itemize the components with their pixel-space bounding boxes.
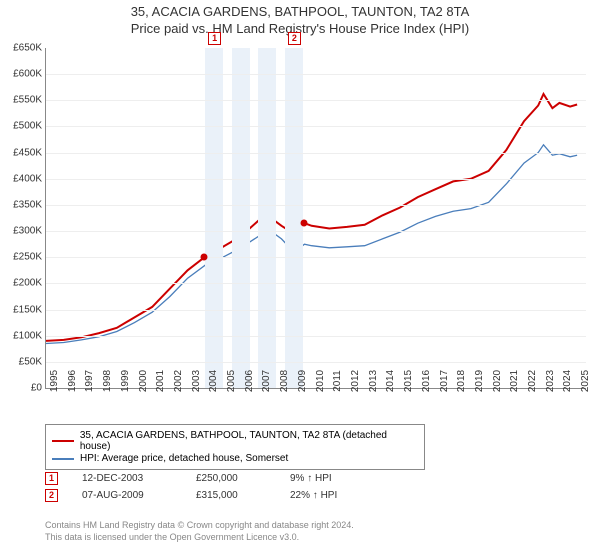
x-axis-label: 1995 xyxy=(49,370,60,392)
y-axis-label: £450K xyxy=(4,147,42,158)
sale-dot-icon xyxy=(201,254,208,261)
sale-row: 2 07-AUG-2009 £315,000 22% ↑ HPI xyxy=(45,489,337,502)
x-axis-label: 2017 xyxy=(439,370,450,392)
x-axis-label: 2013 xyxy=(368,370,379,392)
x-axis-label: 2016 xyxy=(421,370,432,392)
chart-lines-svg xyxy=(46,48,586,388)
legend-swatch xyxy=(52,440,74,442)
x-axis-label: 2025 xyxy=(580,370,591,392)
y-axis-label: £350K xyxy=(4,199,42,210)
chart-plot-area: £0£50K£100K£150K£200K£250K£300K£350K£400… xyxy=(45,48,586,389)
x-axis-label: 1999 xyxy=(120,370,131,392)
y-axis-label: £50K xyxy=(4,356,42,367)
sale-dot-icon xyxy=(301,220,308,227)
x-axis-label: 2007 xyxy=(261,370,272,392)
chart-marker-box: 2 xyxy=(288,32,301,45)
grid-line xyxy=(46,205,586,206)
shaded-band xyxy=(232,48,250,388)
legend-box: 35, ACACIA GARDENS, BATHPOOL, TAUNTON, T… xyxy=(45,424,425,470)
grid-line xyxy=(46,283,586,284)
x-axis-label: 2011 xyxy=(332,370,343,392)
x-axis-label: 2005 xyxy=(226,370,237,392)
x-axis-label: 2010 xyxy=(315,370,326,392)
chart-marker-box: 1 xyxy=(208,32,221,45)
grid-line xyxy=(46,362,586,363)
footer-attribution: Contains HM Land Registry data © Crown c… xyxy=(45,520,354,543)
x-axis-label: 2022 xyxy=(527,370,538,392)
grid-line xyxy=(46,74,586,75)
footer-line: Contains HM Land Registry data © Crown c… xyxy=(45,520,354,532)
sale-delta: 22% ↑ HPI xyxy=(290,490,337,501)
x-axis-label: 2009 xyxy=(297,370,308,392)
x-axis-label: 2024 xyxy=(562,370,573,392)
x-axis-label: 1997 xyxy=(84,370,95,392)
legend-label: 35, ACACIA GARDENS, BATHPOOL, TAUNTON, T… xyxy=(80,430,418,452)
series-line xyxy=(46,94,577,341)
x-axis-label: 2019 xyxy=(474,370,485,392)
grid-line xyxy=(46,310,586,311)
y-axis-label: £150K xyxy=(4,304,42,315)
sale-price: £315,000 xyxy=(196,490,266,501)
x-axis-label: 2000 xyxy=(138,370,149,392)
grid-line xyxy=(46,179,586,180)
y-axis-label: £0 xyxy=(4,383,42,394)
x-axis-label: 2021 xyxy=(509,370,520,392)
grid-line xyxy=(46,153,586,154)
y-axis-label: £650K xyxy=(4,43,42,54)
x-axis-label: 2001 xyxy=(155,370,166,392)
x-axis-label: 2014 xyxy=(385,370,396,392)
legend-row: HPI: Average price, detached house, Some… xyxy=(52,453,418,464)
legend-swatch xyxy=(52,458,74,460)
x-axis-label: 2018 xyxy=(456,370,467,392)
title-line-1: 35, ACACIA GARDENS, BATHPOOL, TAUNTON, T… xyxy=(0,4,600,21)
y-axis-label: £550K xyxy=(4,95,42,106)
x-axis-label: 2003 xyxy=(191,370,202,392)
series-line xyxy=(46,145,577,344)
grid-line xyxy=(46,231,586,232)
x-axis-label: 2023 xyxy=(545,370,556,392)
x-axis-label: 2008 xyxy=(279,370,290,392)
legend-row: 35, ACACIA GARDENS, BATHPOOL, TAUNTON, T… xyxy=(52,430,418,452)
x-axis-label: 2006 xyxy=(244,370,255,392)
sale-marker-icon: 2 xyxy=(45,489,58,502)
sale-delta: 9% ↑ HPI xyxy=(290,473,332,484)
x-axis-label: 2015 xyxy=(403,370,414,392)
sale-date: 07-AUG-2009 xyxy=(82,490,172,501)
sales-table: 1 12-DEC-2003 £250,000 9% ↑ HPI 2 07-AUG… xyxy=(45,468,337,506)
y-axis-label: £300K xyxy=(4,226,42,237)
y-axis-label: £200K xyxy=(4,278,42,289)
y-axis-label: £100K xyxy=(4,330,42,341)
sale-marker-icon: 1 xyxy=(45,472,58,485)
shaded-band xyxy=(258,48,276,388)
sale-date: 12-DEC-2003 xyxy=(82,473,172,484)
grid-line xyxy=(46,336,586,337)
shaded-band xyxy=(285,48,303,388)
x-axis-label: 2002 xyxy=(173,370,184,392)
x-axis-label: 2020 xyxy=(492,370,503,392)
sale-row: 1 12-DEC-2003 £250,000 9% ↑ HPI xyxy=(45,472,337,485)
grid-line xyxy=(46,126,586,127)
y-axis-label: £250K xyxy=(4,252,42,263)
y-axis-label: £400K xyxy=(4,173,42,184)
y-axis-label: £500K xyxy=(4,121,42,132)
footer-line: This data is licensed under the Open Gov… xyxy=(45,532,354,544)
grid-line xyxy=(46,100,586,101)
y-axis-label: £600K xyxy=(4,69,42,80)
grid-line xyxy=(46,257,586,258)
x-axis-label: 2004 xyxy=(208,370,219,392)
sale-price: £250,000 xyxy=(196,473,266,484)
x-axis-label: 1998 xyxy=(102,370,113,392)
shaded-band xyxy=(205,48,223,388)
legend-label: HPI: Average price, detached house, Some… xyxy=(80,453,288,464)
x-axis-label: 2012 xyxy=(350,370,361,392)
x-axis-label: 1996 xyxy=(67,370,78,392)
